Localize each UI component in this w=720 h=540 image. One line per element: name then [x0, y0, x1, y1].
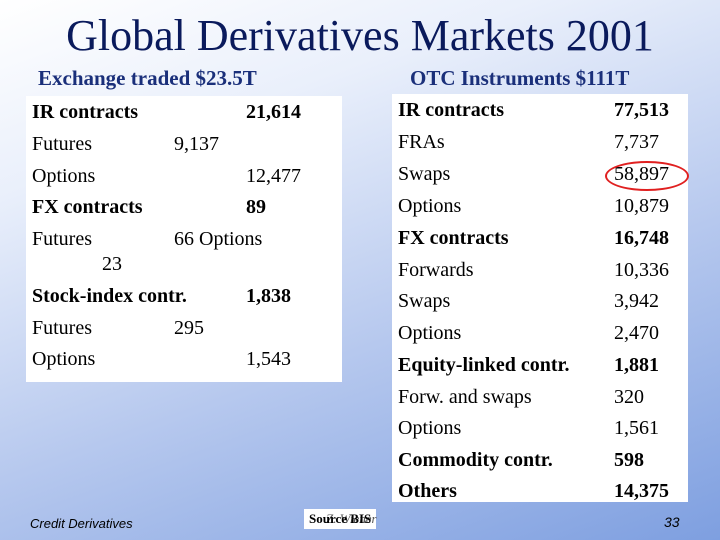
exchange-row-label: IR contracts: [32, 101, 139, 123]
slide-number: 33: [664, 514, 680, 530]
otc-row-label: Options: [398, 322, 462, 344]
otc-row-value: 10,336: [614, 259, 669, 281]
exchange-row-value: 89: [246, 196, 266, 218]
otc-row-value: 77,513: [614, 99, 669, 121]
slide-title: Global Derivatives Markets 2001: [66, 11, 654, 60]
exchange-row-label: Options: [32, 165, 96, 187]
exchange-row-value: 12,477: [246, 165, 301, 187]
otc-row-value: 3,942: [614, 290, 659, 312]
otc-row-value: 7,737: [614, 131, 659, 153]
exchange-row-label: FX contracts: [32, 196, 143, 218]
exchange-panel: [26, 96, 342, 382]
otc-row-label: Forwards: [398, 259, 474, 281]
otc-row-value: 598: [614, 449, 644, 471]
otc-row-label: Options: [398, 417, 462, 439]
exchange-row-value: 23: [102, 253, 122, 275]
otc-heading: OTC Instruments $111T: [410, 66, 630, 90]
otc-row-label: Forw. and swaps: [398, 386, 532, 408]
exchange-row-value: 1,838: [246, 285, 291, 307]
otc-row-label: FX contracts: [398, 227, 509, 249]
otc-row-value: 10,879: [614, 195, 669, 217]
otc-row-label: Equity-linked contr.: [398, 354, 570, 376]
exchange-heading: Exchange traded $23.5T: [38, 66, 257, 90]
exchange-row-label: Options: [32, 348, 96, 370]
otc-row-label: Options: [398, 195, 462, 217]
otc-row-label: Swaps: [398, 163, 451, 185]
footer-author: Z. Wiener: [326, 511, 377, 526]
otc-row-label: FRAs: [398, 131, 445, 153]
otc-row-label: Others: [398, 480, 457, 502]
exchange-row-label: Futures: [32, 317, 92, 339]
otc-row-value: 1,881: [614, 354, 659, 376]
highlight-circle: [605, 161, 689, 191]
otc-row-value: 14,375: [614, 480, 669, 502]
exchange-row-label: Futures: [32, 228, 92, 250]
otc-row-label: IR contracts: [398, 99, 505, 121]
otc-row-value: 2,470: [614, 322, 659, 344]
exchange-row-value: 1,543: [246, 348, 291, 370]
otc-row-value: 1,561: [614, 417, 659, 439]
footer-source-text: Source BIS: [309, 511, 372, 526]
exchange-row-value: 295: [174, 317, 204, 339]
otc-row-label: Commodity contr.: [398, 449, 553, 471]
exchange-row-value: 21,614: [246, 101, 301, 123]
exchange-row-label: Stock-index contr.: [32, 285, 187, 307]
footer-source: Z. Wiener Source BIS: [304, 509, 377, 529]
footer-course-title: Credit Derivatives: [30, 516, 133, 531]
exchange-row-value: 9,137: [174, 133, 219, 155]
exchange-row-value: 66 Options: [174, 228, 263, 250]
otc-row-label: Swaps: [398, 290, 451, 312]
otc-row-value: 16,748: [614, 227, 669, 249]
exchange-row-label: Futures: [32, 133, 92, 155]
otc-row-value: 320: [614, 386, 644, 408]
